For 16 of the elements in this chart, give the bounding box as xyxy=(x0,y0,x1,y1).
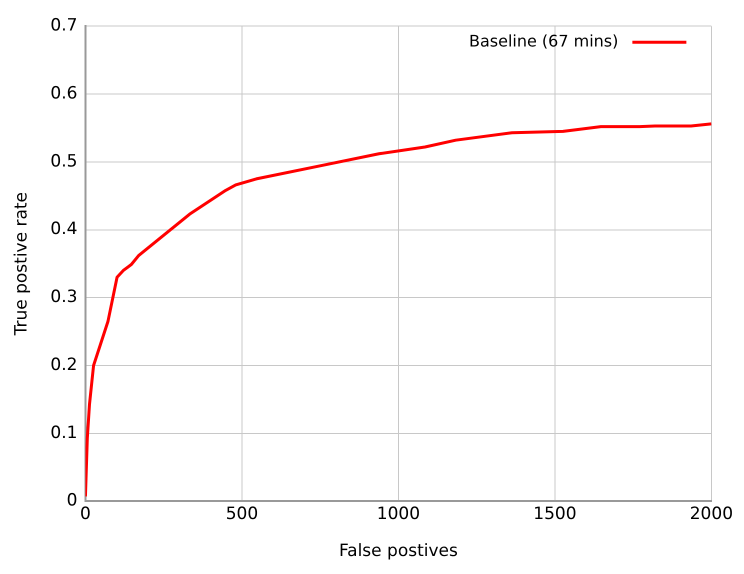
x-tick-label: 500 xyxy=(226,504,258,524)
legend-label: Baseline (67 mins) xyxy=(469,31,618,50)
x-tick-label: 1500 xyxy=(533,504,577,524)
x-tick-label: 1000 xyxy=(376,504,420,524)
y-tick-label: 0.6 xyxy=(50,83,78,104)
y-tick-label: 0.2 xyxy=(50,354,78,375)
y-tick-label: 0.1 xyxy=(50,422,78,443)
y-axis-title: True postive rate xyxy=(12,192,32,336)
y-tick-label: 0 xyxy=(66,490,78,511)
x-axis-title: False postives xyxy=(338,541,458,562)
y-tick-label: 0.5 xyxy=(50,151,78,172)
x-tick-label: 0 xyxy=(80,504,91,524)
x-tick-label: 2000 xyxy=(690,504,733,524)
y-tick-label: 0.7 xyxy=(50,16,78,36)
y-tick-label: 0.3 xyxy=(50,287,78,308)
y-tick-label: 0.4 xyxy=(50,219,78,240)
